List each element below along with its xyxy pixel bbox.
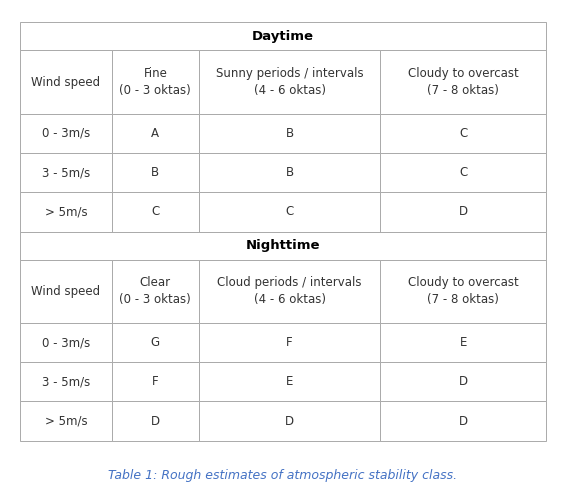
Text: 3 - 5m/s: 3 - 5m/s xyxy=(42,375,90,388)
Bar xyxy=(112,259,199,323)
Bar xyxy=(112,362,199,401)
Bar xyxy=(20,50,112,114)
Bar xyxy=(20,401,112,441)
Bar xyxy=(199,114,380,153)
Bar xyxy=(380,192,546,232)
Text: C: C xyxy=(459,166,468,179)
Text: A: A xyxy=(151,127,160,140)
Bar xyxy=(20,114,112,153)
Bar xyxy=(380,323,546,362)
Bar xyxy=(20,323,112,362)
Text: D: D xyxy=(458,206,468,219)
Bar xyxy=(20,22,546,50)
Bar xyxy=(20,259,112,323)
Bar xyxy=(380,114,546,153)
Bar xyxy=(380,50,546,114)
Text: C: C xyxy=(151,206,160,219)
Bar xyxy=(112,50,199,114)
Text: Nighttime: Nighttime xyxy=(246,239,320,252)
Text: E: E xyxy=(286,375,293,388)
Bar xyxy=(20,232,546,259)
Bar xyxy=(112,114,199,153)
Text: Sunny periods / intervals
(4 - 6 oktas): Sunny periods / intervals (4 - 6 oktas) xyxy=(216,67,363,97)
Text: Daytime: Daytime xyxy=(252,30,314,43)
Bar xyxy=(112,192,199,232)
Bar xyxy=(380,362,546,401)
Bar xyxy=(112,323,199,362)
Text: Fine
(0 - 3 oktas): Fine (0 - 3 oktas) xyxy=(119,67,191,97)
Bar xyxy=(199,362,380,401)
Bar xyxy=(20,153,112,192)
Text: E: E xyxy=(460,336,467,349)
Text: > 5m/s: > 5m/s xyxy=(45,415,87,428)
Text: Clear
(0 - 3 oktas): Clear (0 - 3 oktas) xyxy=(119,276,191,306)
Text: D: D xyxy=(458,375,468,388)
Text: B: B xyxy=(151,166,160,179)
Text: D: D xyxy=(285,415,294,428)
Bar xyxy=(20,362,112,401)
Text: 3 - 5m/s: 3 - 5m/s xyxy=(42,166,90,179)
Bar xyxy=(199,323,380,362)
Bar xyxy=(199,192,380,232)
Text: C: C xyxy=(285,206,294,219)
Bar xyxy=(20,192,112,232)
Bar xyxy=(380,259,546,323)
Text: C: C xyxy=(459,127,468,140)
Bar xyxy=(199,153,380,192)
Text: > 5m/s: > 5m/s xyxy=(45,206,87,219)
Text: D: D xyxy=(458,415,468,428)
Bar xyxy=(380,153,546,192)
Text: F: F xyxy=(286,336,293,349)
Text: Cloudy to overcast
(7 - 8 oktas): Cloudy to overcast (7 - 8 oktas) xyxy=(408,276,518,306)
Bar xyxy=(199,50,380,114)
Text: B: B xyxy=(285,127,294,140)
Text: Cloudy to overcast
(7 - 8 oktas): Cloudy to overcast (7 - 8 oktas) xyxy=(408,67,518,97)
Bar xyxy=(199,259,380,323)
Text: Table 1: Rough estimates of atmospheric stability class.: Table 1: Rough estimates of atmospheric … xyxy=(109,469,457,482)
Text: G: G xyxy=(151,336,160,349)
Text: D: D xyxy=(151,415,160,428)
Bar xyxy=(112,153,199,192)
Bar xyxy=(199,401,380,441)
Bar xyxy=(112,401,199,441)
Text: Wind speed: Wind speed xyxy=(31,285,100,298)
Text: 0 - 3m/s: 0 - 3m/s xyxy=(42,336,90,349)
Bar xyxy=(380,401,546,441)
Text: F: F xyxy=(152,375,158,388)
Text: 0 - 3m/s: 0 - 3m/s xyxy=(42,127,90,140)
Text: B: B xyxy=(285,166,294,179)
Text: Cloud periods / intervals
(4 - 6 oktas): Cloud periods / intervals (4 - 6 oktas) xyxy=(217,276,362,306)
Text: Wind speed: Wind speed xyxy=(31,76,100,89)
